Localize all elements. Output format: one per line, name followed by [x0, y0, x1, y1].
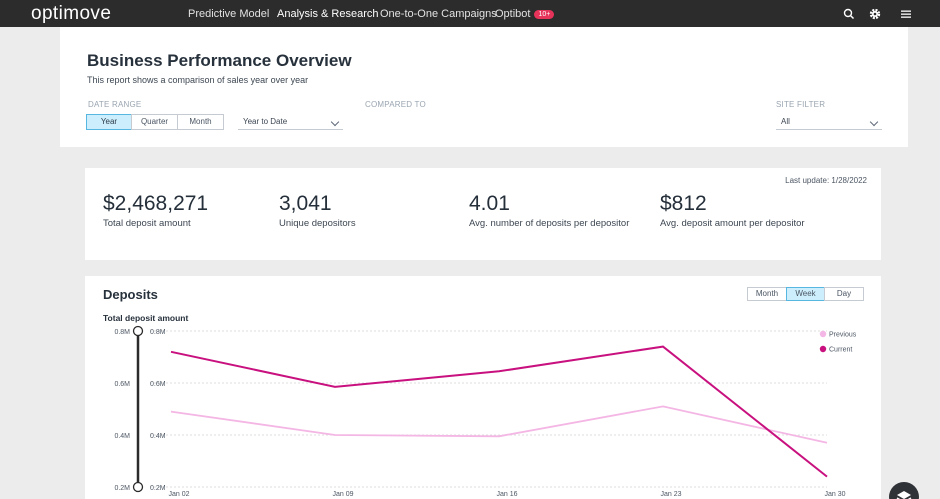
range-slider-bottom-handle[interactable]	[132, 481, 144, 493]
kpi-card: Last update: 1/28/2022 $2,468,271 Total …	[85, 168, 881, 260]
site-filter-value: All	[781, 117, 790, 126]
period-select[interactable]: Year to Date	[238, 114, 343, 130]
notification-badge: 10+	[534, 10, 555, 19]
date-range-quarter-button[interactable]: Quarter	[131, 114, 178, 130]
kpi-value: 3,041	[279, 192, 332, 215]
legend-marker-previous	[819, 330, 827, 338]
y-tick-label: 0.8M	[150, 329, 166, 336]
date-range-month-button[interactable]: Month	[177, 114, 224, 130]
series-line-current	[170, 345, 828, 478]
granularity-day-button[interactable]: Day	[824, 287, 864, 301]
nav-item-one-to-one-campaigns[interactable]: One-to-One Campaigns	[380, 8, 497, 20]
date-range-year-button[interactable]: Year	[86, 114, 132, 130]
kpi-avg-deposit-amount: $812 Avg. deposit amount per depositor	[660, 192, 805, 229]
y-tick-label: 0.2M	[150, 485, 166, 492]
series-line-previous	[170, 405, 828, 444]
x-tick-label: Jan 09	[332, 491, 353, 498]
kpi-total-deposit: $2,468,271 Total deposit amount	[103, 192, 208, 229]
kpi-value: $812	[660, 192, 707, 215]
legend-label-previous: Previous	[829, 332, 857, 339]
page-title: Business Performance Overview	[87, 51, 352, 70]
site-filter-select[interactable]: All	[776, 114, 882, 130]
chevron-down-icon	[330, 117, 340, 127]
page-subtitle: This report shows a comparison of sales …	[87, 75, 309, 85]
granularity-month-button[interactable]: Month	[747, 287, 787, 301]
search-icon[interactable]	[842, 7, 856, 21]
compared-to-label: COMPARED TO	[365, 100, 426, 109]
slider-tick-label: 0.8M	[114, 329, 130, 336]
legend-marker-current	[819, 345, 827, 353]
deposits-title: Deposits	[103, 287, 158, 302]
x-tick-label: Jan 02	[168, 491, 189, 498]
nav-item-analysis-research[interactable]: Analysis & Research	[277, 8, 379, 20]
nav-item-predictive-model[interactable]: Predictive Model	[188, 8, 270, 20]
y-tick-label: 0.6M	[150, 381, 166, 388]
nav-item-optibot-label: Optibot	[495, 8, 531, 20]
x-tick-label: Jan 23	[660, 491, 681, 498]
kpi-label: Unique depositors	[279, 218, 356, 229]
layers-icon	[896, 491, 912, 499]
legend-label-current: Current	[829, 347, 852, 354]
chart-title: Total deposit amount	[103, 313, 189, 323]
menu-icon[interactable]	[899, 7, 913, 21]
range-slider[interactable]	[132, 325, 144, 493]
slider-tick-label: 0.6M	[114, 381, 130, 388]
kpi-label: Avg. number of deposits per depositor	[469, 218, 630, 229]
gear-icon[interactable]	[868, 7, 882, 21]
x-tick-label: Jan 30	[824, 491, 845, 498]
chevron-down-icon	[869, 117, 879, 127]
top-nav: optimove Predictive Model Analysis & Res…	[0, 0, 940, 27]
period-select-value: Year to Date	[243, 117, 288, 126]
y-tick-label: 0.4M	[150, 433, 166, 440]
slider-tick-label: 0.4M	[114, 433, 130, 440]
report-header: Business Performance Overview This repor…	[60, 27, 908, 147]
last-update: Last update: 1/28/2022	[785, 176, 867, 185]
slider-tick-label: 0.2M	[114, 485, 130, 492]
kpi-label: Avg. deposit amount per depositor	[660, 218, 805, 229]
kpi-unique-depositors: 3,041 Unique depositors	[279, 192, 356, 229]
kpi-label: Total deposit amount	[103, 218, 191, 229]
x-tick-label: Jan 16	[496, 491, 517, 498]
range-slider-top-handle[interactable]	[132, 325, 144, 337]
kpi-avg-deposits: 4.01 Avg. number of deposits per deposit…	[469, 192, 629, 229]
site-filter-label: SITE FILTER	[776, 100, 826, 109]
kpi-value: 4.01	[469, 192, 510, 215]
kpi-value: $2,468,271	[103, 192, 209, 215]
date-range-label: DATE RANGE	[88, 100, 142, 109]
deposits-card: Deposits Month Week Day Total deposit am…	[85, 276, 881, 499]
granularity-week-button[interactable]: Week	[786, 287, 825, 301]
deposits-line-chart: 0.8M 0.6M 0.4M 0.2M 0.8M 0.6M 0.4M 0.2M Jan 02…	[114, 325, 857, 498]
nav-item-optibot[interactable]: Optibot 10+	[495, 8, 555, 20]
help-button[interactable]	[889, 482, 919, 499]
logo[interactable]: optimove	[31, 3, 112, 24]
